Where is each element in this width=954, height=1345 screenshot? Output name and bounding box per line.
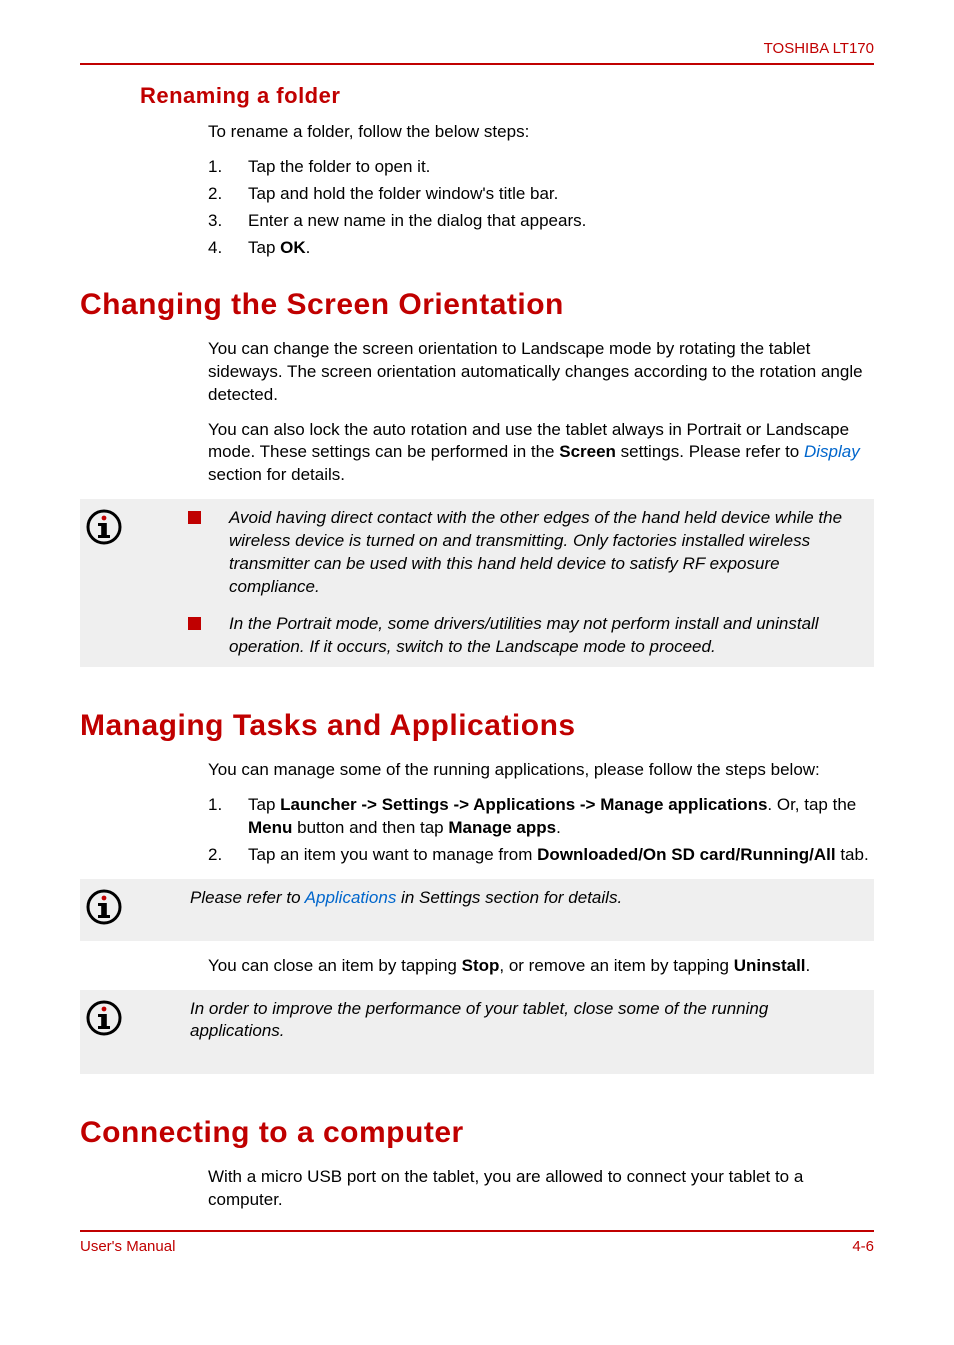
list-item: 1. Tap Launcher -> Settings -> Applicati… xyxy=(208,794,874,840)
step-text: Tap OK. xyxy=(248,237,310,260)
orientation-note-box: Avoid having direct contact with the oth… xyxy=(80,499,874,667)
heading-connecting-computer: Connecting to a computer xyxy=(80,1116,874,1150)
display-link[interactable]: Display xyxy=(804,442,860,461)
info-icon xyxy=(86,998,130,1036)
list-item: 3.Enter a new name in the dialog that ap… xyxy=(208,210,874,233)
tasks-note1-text: Please refer to Applications in Settings… xyxy=(130,887,622,933)
note-list-item: In the Portrait mode, some drivers/utili… xyxy=(130,613,864,659)
tasks-intro: You can manage some of the running appli… xyxy=(208,759,874,782)
footer-left-label: User's Manual xyxy=(80,1238,175,1255)
step-number: 1. xyxy=(208,794,248,840)
step-number: 1. xyxy=(208,156,248,179)
orientation-para1: You can change the screen orientation to… xyxy=(208,338,874,407)
step-text: Tap and hold the folder window's title b… xyxy=(248,183,558,206)
step-text: Tap an item you want to manage from Down… xyxy=(248,844,869,867)
orientation-para2: You can also lock the auto rotation and … xyxy=(208,419,874,488)
heading-renaming-folder: Renaming a folder xyxy=(140,83,874,109)
heading-changing-orientation: Changing the Screen Orientation xyxy=(80,288,874,322)
list-item: 4.Tap OK. xyxy=(208,237,874,260)
tasks-para2: You can close an item by tapping Stop, o… xyxy=(208,955,874,978)
step-text: Tap Launcher -> Settings -> Applications… xyxy=(248,794,874,840)
step-number: 2. xyxy=(208,844,248,867)
info-icon xyxy=(86,507,130,545)
step-text: Enter a new name in the dialog that appe… xyxy=(248,210,586,233)
renaming-steps-list: 1.Tap the folder to open it. 2.Tap and h… xyxy=(208,156,874,260)
tasks-note1-box: Please refer to Applications in Settings… xyxy=(80,879,874,941)
footer-page-number: 4-6 xyxy=(852,1238,874,1255)
list-item: 2. Tap an item you want to manage from D… xyxy=(208,844,874,867)
note-text: Avoid having direct contact with the oth… xyxy=(229,507,864,599)
header-product-label: TOSHIBA LT170 xyxy=(80,40,874,57)
step-number: 2. xyxy=(208,183,248,206)
tasks-note2-text: In order to improve the performance of y… xyxy=(130,998,864,1067)
heading-managing-tasks: Managing Tasks and Applications xyxy=(80,709,874,743)
step-text: Tap the folder to open it. xyxy=(248,156,430,179)
note-list-item: Avoid having direct contact with the oth… xyxy=(130,507,864,599)
step-number: 4. xyxy=(208,237,248,260)
renaming-intro: To rename a folder, follow the below ste… xyxy=(208,121,874,144)
info-icon xyxy=(86,887,130,925)
note-text: In the Portrait mode, some drivers/utili… xyxy=(229,613,864,659)
tasks-note2-box: In order to improve the performance of y… xyxy=(80,990,874,1075)
list-item: 1.Tap the folder to open it. xyxy=(208,156,874,179)
bullet-icon xyxy=(188,511,201,524)
applications-link[interactable]: Applications xyxy=(305,888,397,907)
connect-para: With a micro USB port on the tablet, you… xyxy=(208,1166,874,1212)
bullet-icon xyxy=(188,617,201,630)
step-number: 3. xyxy=(208,210,248,233)
list-item: 2.Tap and hold the folder window's title… xyxy=(208,183,874,206)
tasks-steps-list: 1. Tap Launcher -> Settings -> Applicati… xyxy=(208,794,874,867)
header-divider xyxy=(80,63,874,65)
